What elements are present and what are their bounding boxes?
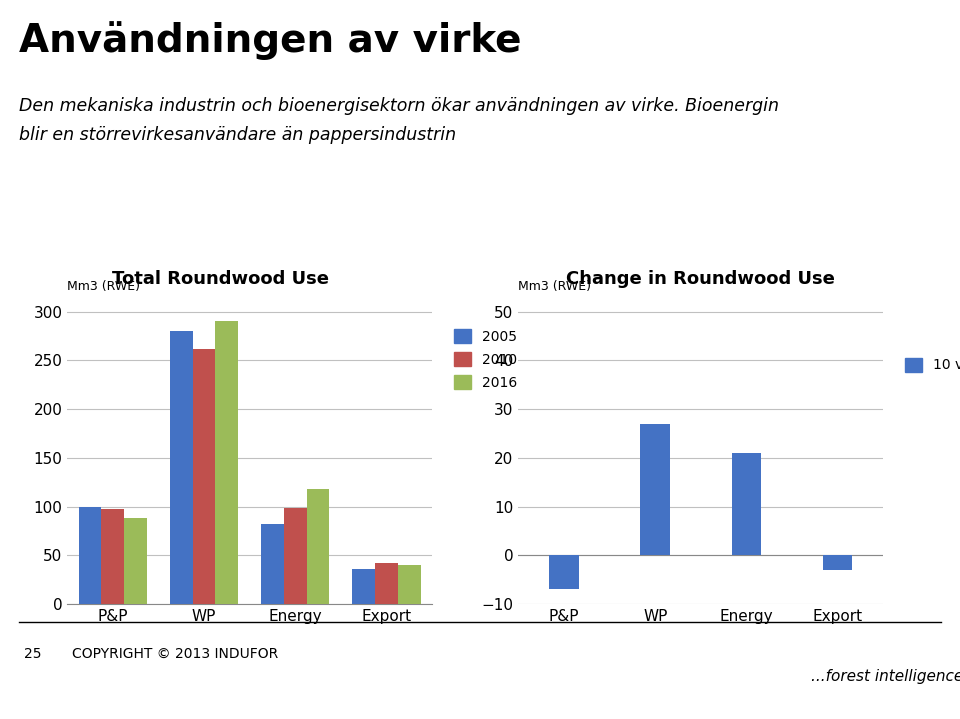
Text: COPYRIGHT © 2013 INDUFOR: COPYRIGHT © 2013 INDUFOR bbox=[72, 647, 278, 661]
Bar bbox=[306, 489, 329, 604]
Text: Total Roundwood Use: Total Roundwood Use bbox=[112, 270, 329, 288]
Text: Mm3 (RWE): Mm3 (RWE) bbox=[67, 280, 140, 293]
Bar bbox=[375, 563, 397, 604]
Bar bbox=[193, 349, 215, 604]
Bar bbox=[397, 565, 420, 604]
Text: 25: 25 bbox=[24, 647, 41, 661]
Bar bbox=[284, 508, 306, 604]
Bar bbox=[640, 423, 670, 555]
Legend: 10 vs 16: 10 vs 16 bbox=[900, 352, 960, 378]
Legend: 2005, 2010, 2016: 2005, 2010, 2016 bbox=[448, 324, 522, 395]
Text: blir en störrevirkesanvändare än pappersindustrin: blir en störrevirkesanvändare än pappers… bbox=[19, 126, 456, 144]
Bar bbox=[124, 518, 147, 604]
Bar bbox=[549, 555, 579, 590]
Bar bbox=[261, 524, 284, 604]
Text: Den mekaniska industrin och bioenergisektorn ökar användningen av virke. Bioener: Den mekaniska industrin och bioenergisek… bbox=[19, 97, 780, 115]
Bar bbox=[823, 555, 852, 570]
Bar bbox=[102, 510, 124, 604]
Text: Mm3 (RWE): Mm3 (RWE) bbox=[518, 280, 591, 293]
Bar bbox=[215, 321, 238, 604]
Bar bbox=[79, 507, 102, 604]
Bar bbox=[170, 331, 193, 604]
Text: Användningen av virke: Användningen av virke bbox=[19, 22, 521, 60]
Bar bbox=[352, 569, 375, 604]
Bar bbox=[732, 453, 761, 555]
Text: ...forest intelligence: ...forest intelligence bbox=[811, 669, 960, 684]
Text: Change in Roundwood Use: Change in Roundwood Use bbox=[566, 270, 835, 288]
